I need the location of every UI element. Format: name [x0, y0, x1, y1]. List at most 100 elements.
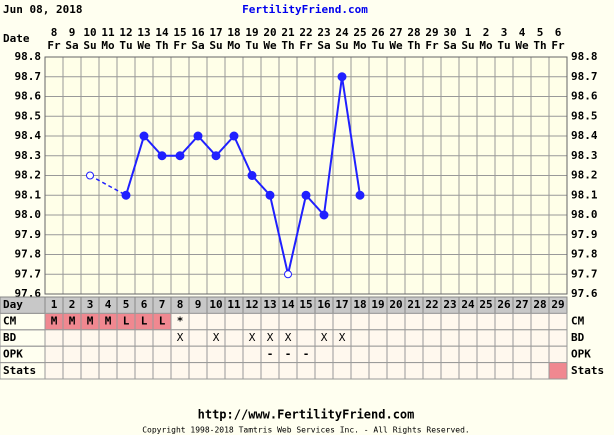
- row-cell: [98, 329, 118, 347]
- row-cell: [368, 362, 388, 380]
- weekday-label: We: [263, 39, 277, 52]
- y-tick-label: 98.3: [15, 149, 42, 162]
- date-label: 18: [227, 26, 240, 39]
- y-tick-label: 98.4: [15, 129, 42, 142]
- row-cell: [206, 362, 226, 380]
- y-tick-label-right: 98.0: [571, 208, 598, 221]
- row-cell: [242, 345, 262, 364]
- row-cell: [296, 362, 316, 380]
- cell-text: -: [267, 347, 274, 360]
- date-label: 29: [425, 26, 438, 39]
- date-label: 9: [69, 26, 76, 39]
- row-cell: [494, 329, 514, 347]
- x-tick-label: 15: [299, 298, 312, 311]
- row-cell: [548, 362, 568, 380]
- weekday-label: We: [137, 39, 151, 52]
- date-label: 14: [155, 26, 169, 39]
- row-cell: [80, 329, 100, 347]
- date-label: 21: [281, 26, 295, 39]
- row-cell: [44, 362, 64, 380]
- x-tick-label: 18: [353, 298, 366, 311]
- row-cell: [440, 362, 460, 380]
- row-cell: [152, 362, 172, 380]
- row-label-right: CM: [571, 315, 585, 328]
- row-cell: [116, 329, 136, 347]
- y-tick-label: 97.8: [15, 248, 42, 261]
- cell-text: *: [177, 315, 184, 328]
- row-cell: [188, 345, 208, 364]
- row-cell: [422, 345, 442, 364]
- date-label: 6: [555, 26, 562, 39]
- row-cell: [368, 312, 388, 331]
- weekday-label: Su: [83, 39, 96, 52]
- weekday-label: We: [515, 39, 529, 52]
- row-cell: [134, 329, 154, 347]
- footer-url[interactable]: http://www.FertilityFriend.com: [198, 408, 415, 422]
- y-tick-label-right: 98.1: [571, 188, 598, 201]
- row-cell: [44, 345, 64, 364]
- x-tick-label: 22: [425, 298, 438, 311]
- row-cell: [494, 362, 514, 380]
- row-cell: [188, 329, 208, 347]
- x-tick-label: 29: [551, 298, 564, 311]
- row-cell: [386, 329, 406, 347]
- row-cell: [152, 329, 172, 347]
- weekday-label: Fr: [173, 39, 187, 52]
- y-tick-label: 98.5: [15, 109, 42, 122]
- x-tick-label: 16: [317, 298, 331, 311]
- date-label: 3: [501, 26, 508, 39]
- date-label: Date: [3, 32, 30, 45]
- y-tick-label-right: 97.7: [571, 267, 598, 280]
- date-label: 12: [119, 26, 132, 39]
- weekday-label: Su: [461, 39, 474, 52]
- row-cell: [116, 362, 136, 380]
- row-cell: [530, 362, 550, 380]
- cell-text: M: [105, 315, 112, 328]
- row-cell: [512, 362, 532, 380]
- cell-text: X: [213, 331, 220, 344]
- site-link[interactable]: FertilityFriend.com: [242, 3, 368, 16]
- row-cell: [134, 362, 154, 380]
- weekday-label: Mo: [101, 39, 115, 52]
- date-label: 25: [353, 26, 366, 39]
- weekday-label: Fr: [299, 39, 313, 52]
- x-tick-label: 7: [159, 298, 166, 311]
- y-tick-label-right: 98.4: [571, 129, 598, 142]
- row-label: CM: [3, 315, 17, 328]
- row-cell: [404, 312, 424, 331]
- x-tick-label: 17: [335, 298, 348, 311]
- row-cell: [188, 362, 208, 380]
- temp-point: [265, 190, 275, 200]
- temp-point: [211, 151, 221, 161]
- x-tick-label: 1: [51, 298, 58, 311]
- row-cell: [494, 345, 514, 364]
- row-cell: [476, 345, 496, 364]
- row-cell: [224, 362, 244, 380]
- cell-text: X: [321, 331, 328, 344]
- row-cell: [98, 345, 118, 364]
- cell-text: L: [159, 315, 166, 328]
- row-cell: [476, 362, 496, 380]
- row-cell: [62, 362, 82, 380]
- row-cell: [386, 345, 406, 364]
- temp-point: [337, 72, 347, 82]
- cell-text: X: [339, 331, 346, 344]
- y-tick-label-right: 98.2: [571, 169, 598, 182]
- row-cell: [260, 362, 280, 380]
- x-tick-label: 8: [177, 298, 184, 311]
- x-tick-label: 24: [461, 298, 475, 311]
- weekday-label: We: [389, 39, 403, 52]
- date-label: 11: [101, 26, 115, 39]
- row-cell: [80, 345, 100, 364]
- x-tick-label: 25: [479, 298, 492, 311]
- row-cell: [350, 329, 370, 347]
- cell-text: X: [267, 331, 274, 344]
- date-label: 5: [537, 26, 544, 39]
- date-label: 23: [317, 26, 330, 39]
- row-cell: [386, 312, 406, 331]
- x-tick-label: 11: [227, 298, 241, 311]
- row-cell: [458, 345, 478, 364]
- row-cell: [332, 312, 352, 331]
- weekday-label: Th: [281, 39, 294, 52]
- row-cell: [386, 362, 406, 380]
